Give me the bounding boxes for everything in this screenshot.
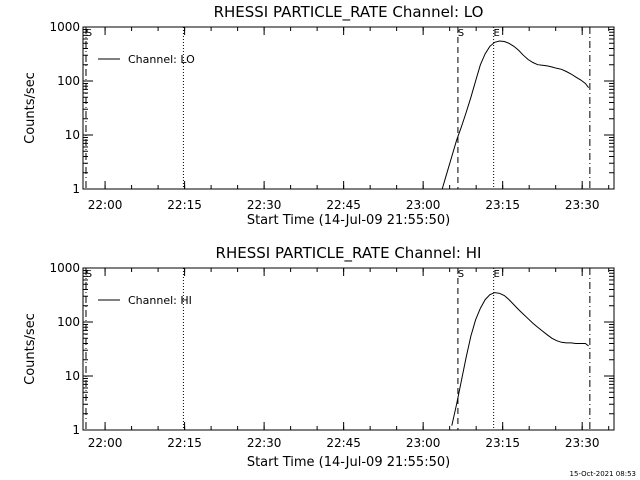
plot-frame: [82, 26, 615, 190]
marker-label: S: [458, 269, 464, 280]
y-axis-label: Counts/sec: [23, 72, 38, 144]
marker-label: S: [86, 269, 92, 280]
series-line: [441, 40, 589, 190]
x-tick-label: 23:00: [406, 198, 441, 212]
chart-title: RHESSI PARTICLE_RATE Channel: HI: [216, 244, 482, 263]
y-tick-label: 10: [65, 128, 80, 142]
panel-channel-hi: RHESSI PARTICLE_RATE Channel: HI 22:00 22:…: [23, 244, 615, 470]
series-line: [451, 292, 589, 426]
legend-entry: Channel: HI: [128, 294, 192, 307]
x-tick-label: 23:15: [485, 198, 520, 212]
x-tick-label: 22:30: [247, 198, 282, 212]
x-tick-label: 22:45: [326, 198, 361, 212]
y-tick-label: 1000: [49, 20, 80, 34]
y-tick-label: 1: [72, 423, 80, 437]
x-tick-label: 23:15: [485, 436, 520, 450]
legend-entry: Channel: LO: [128, 53, 195, 66]
plot-frame: [82, 267, 615, 431]
y-tick-label: 1000: [49, 261, 80, 275]
y-tick-label: 1: [72, 182, 80, 196]
y-tick-label: 100: [57, 315, 80, 329]
x-tick-label: 23:30: [565, 198, 600, 212]
y-tick-label: 100: [57, 74, 80, 88]
marker-label: E: [493, 269, 499, 280]
chart-title: RHESSI PARTICLE_RATE Channel: LO: [214, 3, 484, 22]
y-axis-label: Counts/sec: [23, 313, 38, 385]
x-tick-label: 23:30: [565, 436, 600, 450]
panel-channel-lo: RHESSI PARTICLE_RATE Channel: LO 22:00 22:…: [23, 3, 615, 228]
y-tick-label: 10: [65, 369, 80, 383]
footer-timestamp: 15-Oct-2021 08:53: [570, 470, 636, 478]
x-tick-label: 22:30: [247, 436, 282, 450]
x-tick-label: 22:15: [167, 198, 202, 212]
x-tick-label: 22:00: [88, 198, 123, 212]
x-tick-label: 22:15: [167, 436, 202, 450]
x-tick-label: 23:00: [406, 436, 441, 450]
marker-label: E: [493, 28, 499, 39]
marker-label: S: [458, 28, 464, 39]
marker-label: S: [86, 28, 92, 39]
x-tick-label: 22:45: [326, 436, 361, 450]
x-axis-label: Start Time (14-Jul-09 21:55:50): [247, 455, 450, 470]
x-tick-label: 22:00: [88, 436, 123, 450]
x-axis-label: Start Time (14-Jul-09 21:55:50): [247, 213, 450, 228]
